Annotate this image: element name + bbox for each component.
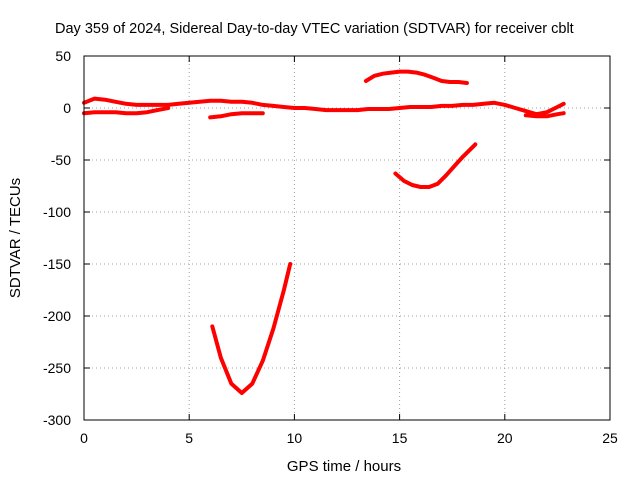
series-line-track-g — [210, 262, 293, 395]
y-tick-label: -200 — [43, 308, 71, 324]
x-axis-title: GPS time / hours — [287, 458, 401, 475]
series-layer — [82, 69, 566, 395]
x-tick-label: 25 — [602, 430, 618, 446]
series-line-track-a — [82, 96, 566, 117]
series-line-track-c — [208, 111, 265, 120]
y-tick-label: -300 — [43, 412, 71, 428]
x-tick-label: 15 — [392, 430, 408, 446]
y-tick-label: -250 — [43, 360, 71, 376]
y-axis-title: SDTVAR / TECUs — [7, 178, 24, 298]
series-line-track-e — [363, 69, 469, 85]
x-tick-label: 5 — [185, 430, 193, 446]
y-tick-label: -50 — [51, 152, 71, 168]
y-tick-label: 0 — [63, 100, 71, 116]
y-tick-label: 50 — [55, 48, 71, 64]
series-line-track-b — [82, 106, 171, 116]
x-tick-label: 10 — [287, 430, 303, 446]
series-line-track-d — [523, 111, 566, 119]
plot-frame — [83, 55, 611, 421]
series-line-track-f — [393, 142, 478, 189]
y-tick-label: -100 — [43, 204, 71, 220]
x-tick-label: 0 — [80, 430, 88, 446]
y-tick-label: -150 — [43, 256, 71, 272]
x-tick-label: 20 — [497, 430, 513, 446]
grid-layer — [84, 56, 610, 420]
tick-layer: 0 5 10 15 20 25 50 0 -50 -100 -150 -200 -250 -300 — [43, 48, 618, 446]
chart-title: Day 359 of 2024, Sidereal Day-to-day VTE… — [55, 21, 574, 37]
